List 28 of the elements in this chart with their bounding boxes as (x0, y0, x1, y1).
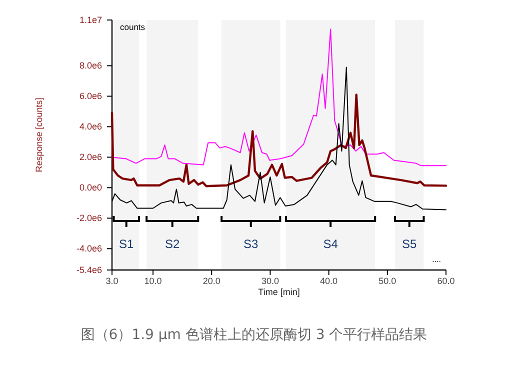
x-axis-title: Time [min] (258, 287, 300, 297)
x-tick-label: 60.0 (437, 276, 455, 286)
annotation: counts (120, 22, 146, 32)
x-tick-label: 10.0 (144, 276, 162, 286)
y-tick-label: 2.0e6 (79, 152, 102, 162)
y-tick-label: -4.0e6 (76, 244, 102, 254)
text: 图（6）1.9 μm 色谱柱上的还原酶切 3 个平行样品结果 (80, 326, 428, 345)
x-tick-label: 20.0 (202, 276, 220, 286)
y-tick-label: 1.1e7 (79, 15, 102, 25)
x-tick-label: 30.0 (261, 276, 279, 286)
x-tick-label: 40.0 (320, 276, 338, 286)
x-tick-label: 50.0 (378, 276, 396, 286)
y-tick-label: 4.0e6 (79, 122, 102, 132)
y-axis-title: Response [counts] (34, 98, 44, 172)
band-label: S5 (402, 237, 418, 251)
x-tick-label: 3.0 (106, 276, 118, 286)
y-tick-label: 8.0e6 (79, 60, 102, 71)
y-tick-label: -2.0e6 (76, 213, 102, 224)
band-label: S4 (323, 237, 338, 251)
band-label: S3 (244, 237, 259, 251)
band-label: S2 (165, 237, 180, 251)
line-series (112, 28, 446, 166)
band-label: S1 (119, 237, 134, 251)
annotation: .... (432, 255, 441, 264)
y-tick-label: 0.0e0 (79, 182, 102, 193)
y-tick-label: -5.4e6 (76, 265, 102, 275)
line-series (110, 94, 448, 188)
y-tick-label: 6.0e6 (79, 91, 102, 102)
